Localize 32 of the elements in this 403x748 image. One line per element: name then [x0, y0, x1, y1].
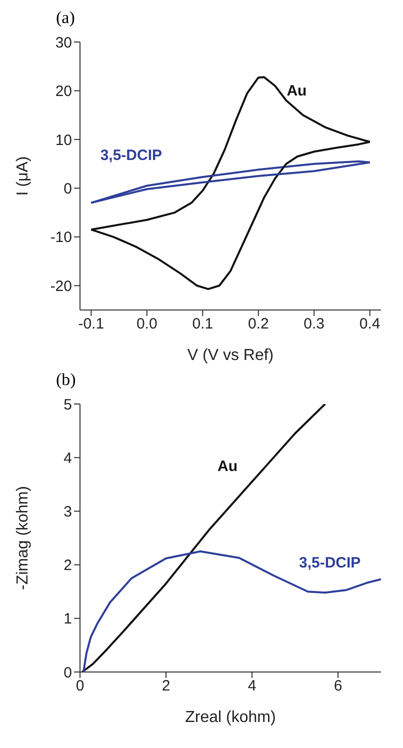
y-tick-label: 0 — [64, 180, 72, 198]
x-tick-label: 0.0 — [136, 316, 158, 333]
y-tick-label: 1 — [64, 610, 72, 628]
y-tick-label: 3 — [64, 504, 72, 521]
x-axis-title: V (V vs Ref) — [187, 347, 274, 364]
x-tick-label: 0.2 — [248, 316, 269, 333]
y-axis-title: -Zimag (kohm) — [14, 486, 32, 590]
chart-title: (b) — [55, 370, 77, 391]
y-tick-label: 10 — [55, 132, 72, 149]
y-tick-label: 20 — [55, 83, 72, 100]
series-label: Au — [217, 458, 238, 475]
x-axis-title: Zreal (kohm) — [185, 709, 276, 726]
x-tick-label: 0.3 — [304, 316, 325, 333]
y-tick-label: 2 — [64, 557, 72, 574]
series-label: Au — [286, 82, 307, 100]
y-tick-label: -20 — [50, 278, 72, 295]
series-label: 3,5-DCIP — [298, 554, 361, 572]
x-tick-label: 0.4 — [359, 316, 380, 333]
x-tick-label: 0.1 — [192, 316, 214, 333]
x-tick-label: 2 — [162, 678, 170, 695]
x-tick-label: 6 — [334, 678, 342, 695]
y-tick-label: 5 — [64, 396, 72, 414]
series-label: 3,5-DCIP — [100, 146, 162, 164]
y-tick-label: 30 — [55, 34, 72, 52]
y-tick-label: -10 — [50, 229, 72, 246]
y-tick-label: 0 — [64, 664, 72, 682]
chart-title: (a) — [55, 8, 76, 29]
x-tick-label: 0 — [76, 678, 84, 695]
x-tick-label: -0.1 — [78, 316, 104, 333]
y-tick-label: 4 — [64, 450, 72, 467]
y-axis-title: I (μA) — [14, 156, 32, 196]
x-tick-label: 4 — [248, 678, 256, 695]
